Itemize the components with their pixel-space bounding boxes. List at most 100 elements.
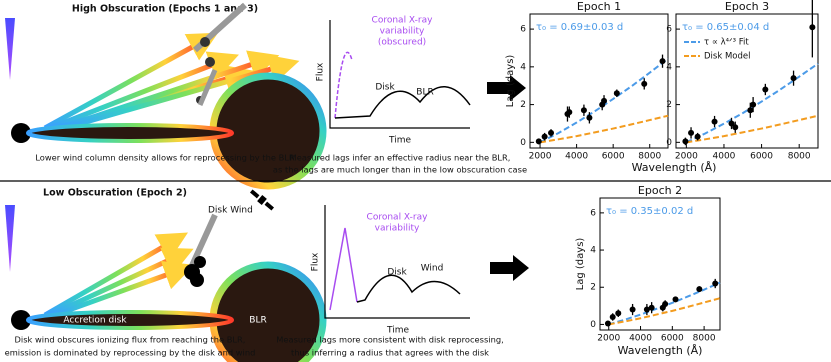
- data-point: [790, 75, 797, 82]
- axis-label: Time: [388, 136, 411, 146]
- caption: Measured lags more consistent with disk …: [276, 335, 504, 345]
- data-point: [747, 107, 754, 114]
- y-tick-label: 0: [666, 138, 672, 148]
- data-point: [682, 138, 689, 145]
- data-point: [672, 296, 679, 303]
- chart-title: Epoch 3: [725, 0, 769, 13]
- caption: Lower wind column density allows for rep…: [35, 153, 295, 163]
- data-point: [535, 138, 542, 145]
- arrow: [487, 75, 526, 101]
- plot-frame: [675, 13, 819, 149]
- data-point: [694, 133, 701, 140]
- chart-title: Epoch 2: [638, 184, 682, 197]
- plot-frame: [529, 13, 669, 149]
- data-point: [609, 313, 616, 320]
- y-tick-label: 6: [666, 25, 672, 35]
- annotation: variability: [380, 27, 425, 37]
- y-tick-label: 6: [590, 208, 596, 218]
- caption: Measured lags infer an effective radius …: [290, 153, 511, 163]
- data-point: [601, 97, 608, 104]
- x-tick-label: 2000: [597, 334, 620, 344]
- y-tick-label: 2: [666, 100, 672, 110]
- x-tick-label: 2000: [529, 152, 552, 162]
- panel-title: Low Obscuration (Epoch 2): [43, 188, 187, 199]
- data-point: [662, 300, 669, 307]
- label: Disk Wind: [208, 206, 253, 216]
- data-point: [712, 280, 719, 287]
- chart-title: Epoch 1: [577, 0, 621, 13]
- arrow: [490, 255, 529, 281]
- black-hole: [11, 310, 31, 330]
- x-tick-label: 6000: [661, 334, 684, 344]
- model-line: [608, 297, 721, 326]
- data-point: [688, 129, 695, 136]
- x-axis-label: Wavelength (Å): [632, 161, 717, 174]
- caption: as the lags are much longer than in the …: [273, 165, 527, 175]
- satellite: [249, 189, 275, 211]
- legend-label: Disk Model: [704, 52, 750, 62]
- x-tick-label: 8000: [788, 152, 811, 162]
- data-point: [615, 310, 622, 317]
- data-point: [629, 306, 636, 313]
- label: BLR: [249, 316, 266, 326]
- black-hole: [11, 123, 31, 143]
- data-point: [696, 286, 703, 293]
- corona-beam: [5, 18, 15, 80]
- flux-schematic: Flux Time Coronal X-ray variability Disk…: [311, 205, 470, 336]
- caption: thus inferring a radius that agrees with…: [291, 348, 489, 358]
- annotation: τ₀ = 0.35±0.02 d: [606, 206, 693, 217]
- y-tick-label: 0: [520, 138, 526, 148]
- wind-clouds: [192, 2, 248, 106]
- wind-clouds: [184, 213, 218, 287]
- bottom-diagram: Low Obscuration (Epoch 2) Disk Wind Disk…: [5, 188, 529, 362]
- caption: Disk wind obscures ionizing flux from re…: [15, 335, 246, 345]
- reprocessing-arrows: [43, 232, 195, 318]
- y-tick-label: 2: [590, 283, 596, 293]
- model-line: [686, 114, 819, 144]
- annotation: (obscured): [378, 38, 426, 48]
- data-point: [548, 129, 555, 136]
- x-tick-label: 6000: [750, 152, 773, 162]
- y-tick-label: 0: [590, 320, 596, 330]
- x-tick-label: 4000: [713, 152, 736, 162]
- data-point: [643, 306, 650, 313]
- label: Accretion disk: [63, 316, 127, 326]
- y-axis-label: Lag (days): [505, 55, 516, 108]
- x-tick-label: 8000: [693, 334, 716, 344]
- y-axis-label: Lag (days): [575, 238, 586, 291]
- data-point: [728, 120, 735, 127]
- axis-label: Time: [386, 326, 409, 336]
- top-diagram: High Obscuration (Epochs 1 and 3) Lower …: [5, 2, 527, 190]
- data-point: [613, 90, 620, 97]
- axis-label: Flux: [311, 252, 321, 271]
- data-point: [641, 80, 648, 87]
- flux-schematic: Flux Time Coronal X-ray variability (obs…: [316, 16, 471, 146]
- annotation: Disk: [387, 268, 407, 278]
- caption: emission is dominated by reprocessing by…: [5, 348, 256, 358]
- data-point: [809, 24, 816, 31]
- y-tick-label: 4: [666, 62, 672, 72]
- annotation: τ₀ = 0.69±0.03 d: [536, 22, 623, 33]
- x-axis-label: Wavelength (Å): [618, 344, 703, 357]
- legend-label: τ ∝ λ⁴ᐟ³ Fit: [704, 38, 749, 48]
- axis-label: Flux: [316, 62, 326, 81]
- data-point: [580, 107, 587, 114]
- data-point: [586, 114, 593, 121]
- annotation: Disk: [375, 83, 395, 93]
- data-point: [566, 109, 573, 116]
- x-tick-label: 6000: [602, 152, 625, 162]
- accretion-disk: [26, 310, 234, 330]
- annotation: BLR: [416, 88, 433, 98]
- data-point: [604, 320, 611, 327]
- data-point: [659, 58, 666, 65]
- y-tick-label: 4: [590, 246, 596, 256]
- annotation: Coronal X-ray: [367, 213, 429, 223]
- accretion-disk: [26, 123, 234, 143]
- x-tick-label: 4000: [565, 152, 588, 162]
- annotation: τ₀ = 0.65±0.04 d: [682, 22, 769, 33]
- model-line: [539, 114, 669, 144]
- corona-beam: [5, 205, 15, 272]
- data-point: [750, 101, 757, 108]
